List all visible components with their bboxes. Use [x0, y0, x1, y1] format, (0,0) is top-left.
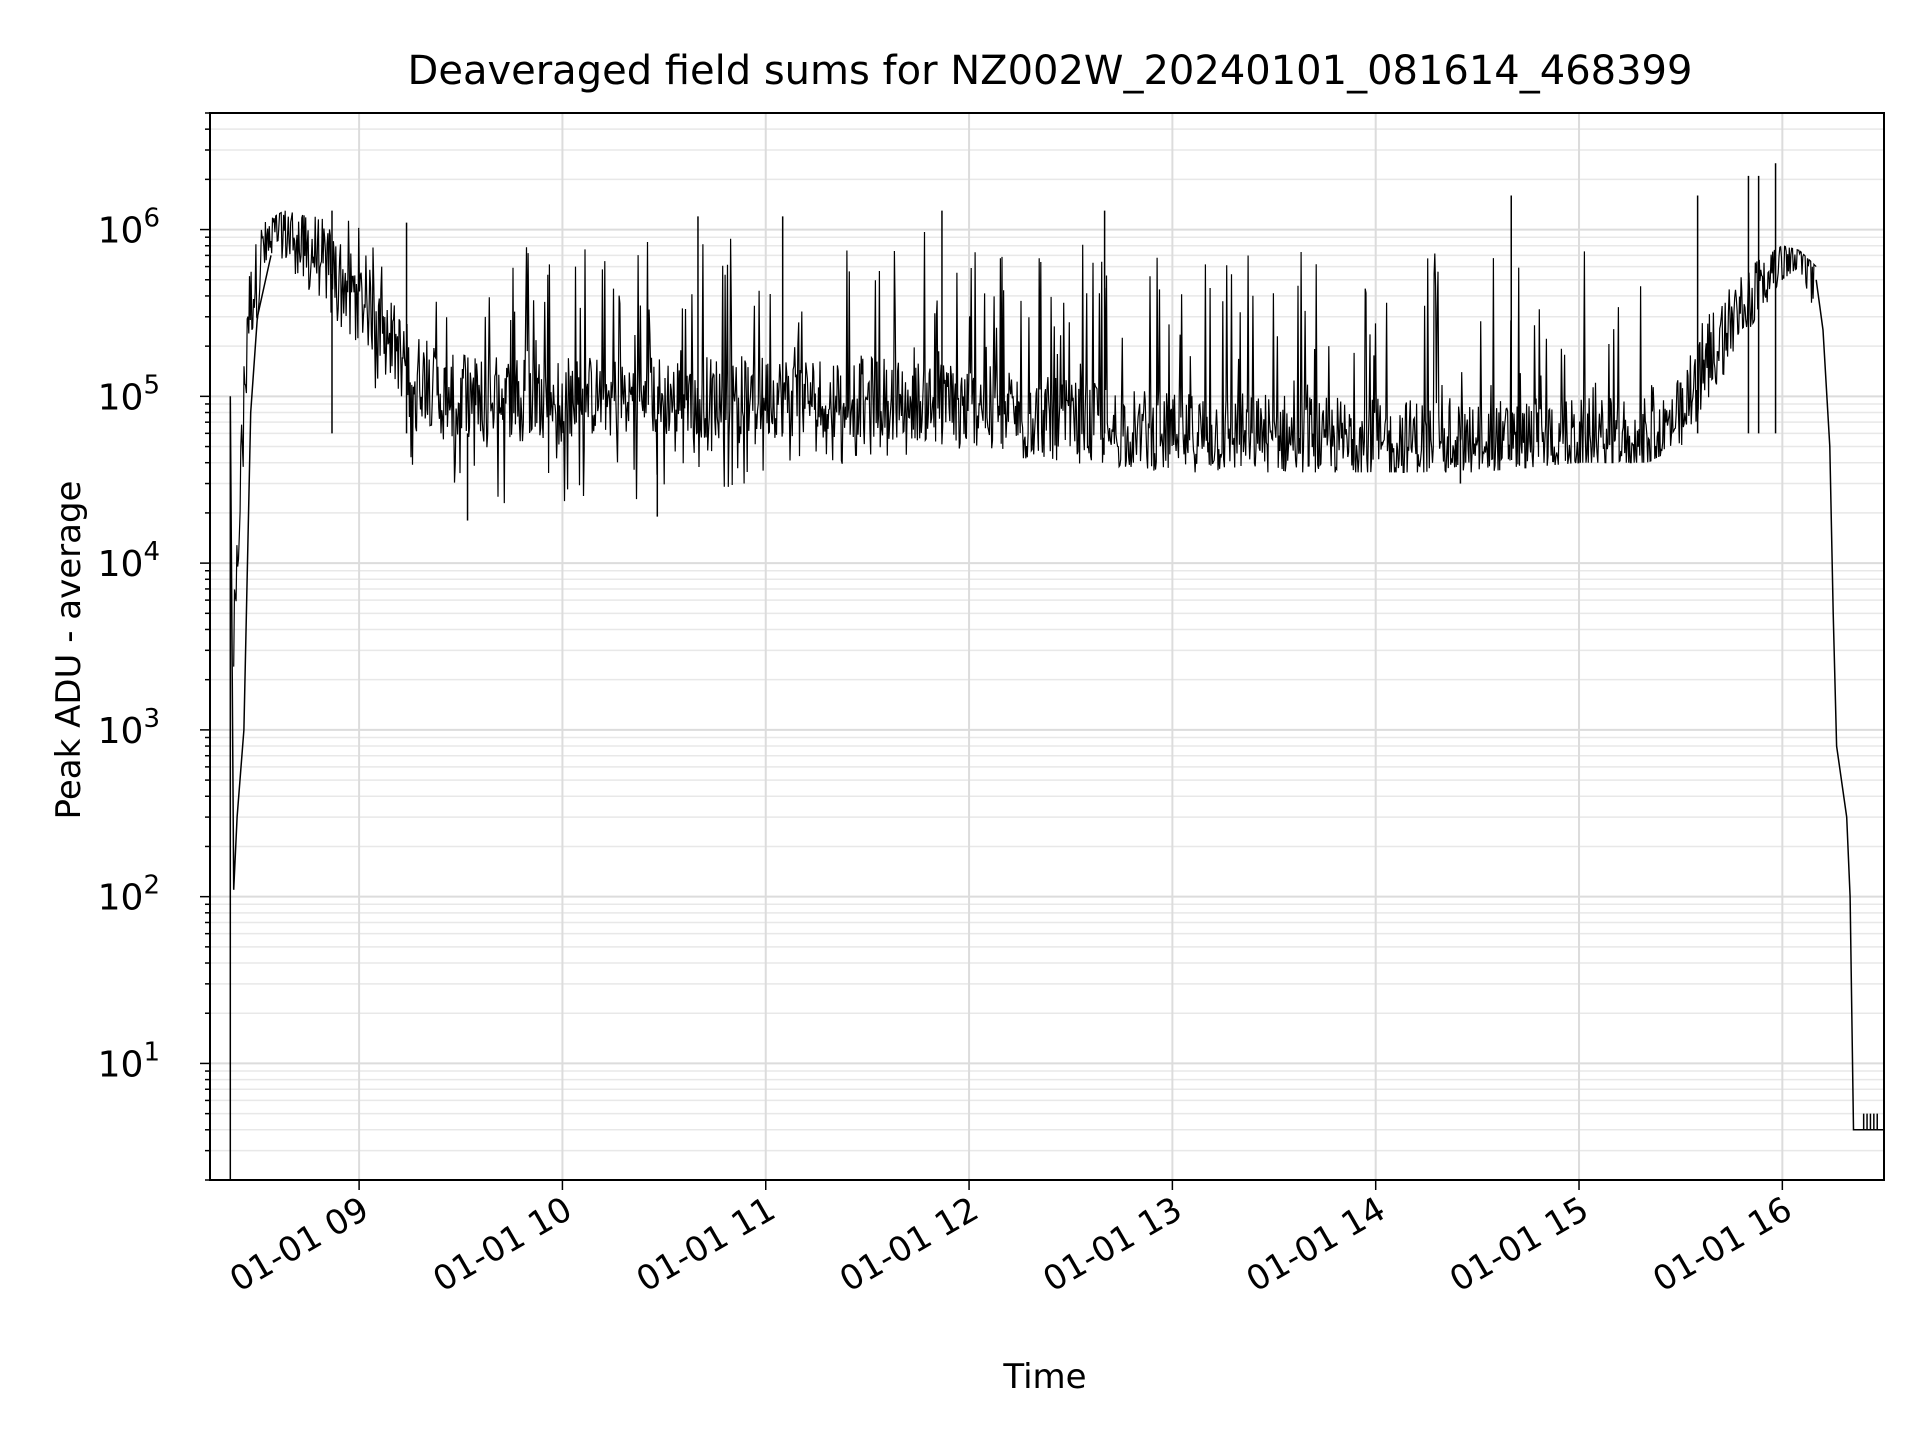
y-tick-label: 102	[98, 871, 160, 919]
y-tick-label: 104	[98, 537, 160, 585]
plot-frame	[209, 112, 1885, 1181]
plot-area	[229, 163, 1884, 1180]
data-line	[229, 255, 272, 1180]
y-axis-label: Peak ADU - average	[49, 481, 89, 820]
y-tick-label: 106	[98, 204, 160, 252]
y-tick-label: 105	[98, 370, 160, 418]
y-tick-label: 103	[98, 704, 160, 752]
data-line-envelope	[233, 210, 1817, 667]
chart-title: Deaveraged field sums for NZ002W_2024010…	[408, 48, 1693, 94]
y-tick-label: 101	[98, 1037, 160, 1085]
data-line	[1815, 279, 1884, 1131]
x-axis-label: Time	[1002, 1357, 1086, 1397]
